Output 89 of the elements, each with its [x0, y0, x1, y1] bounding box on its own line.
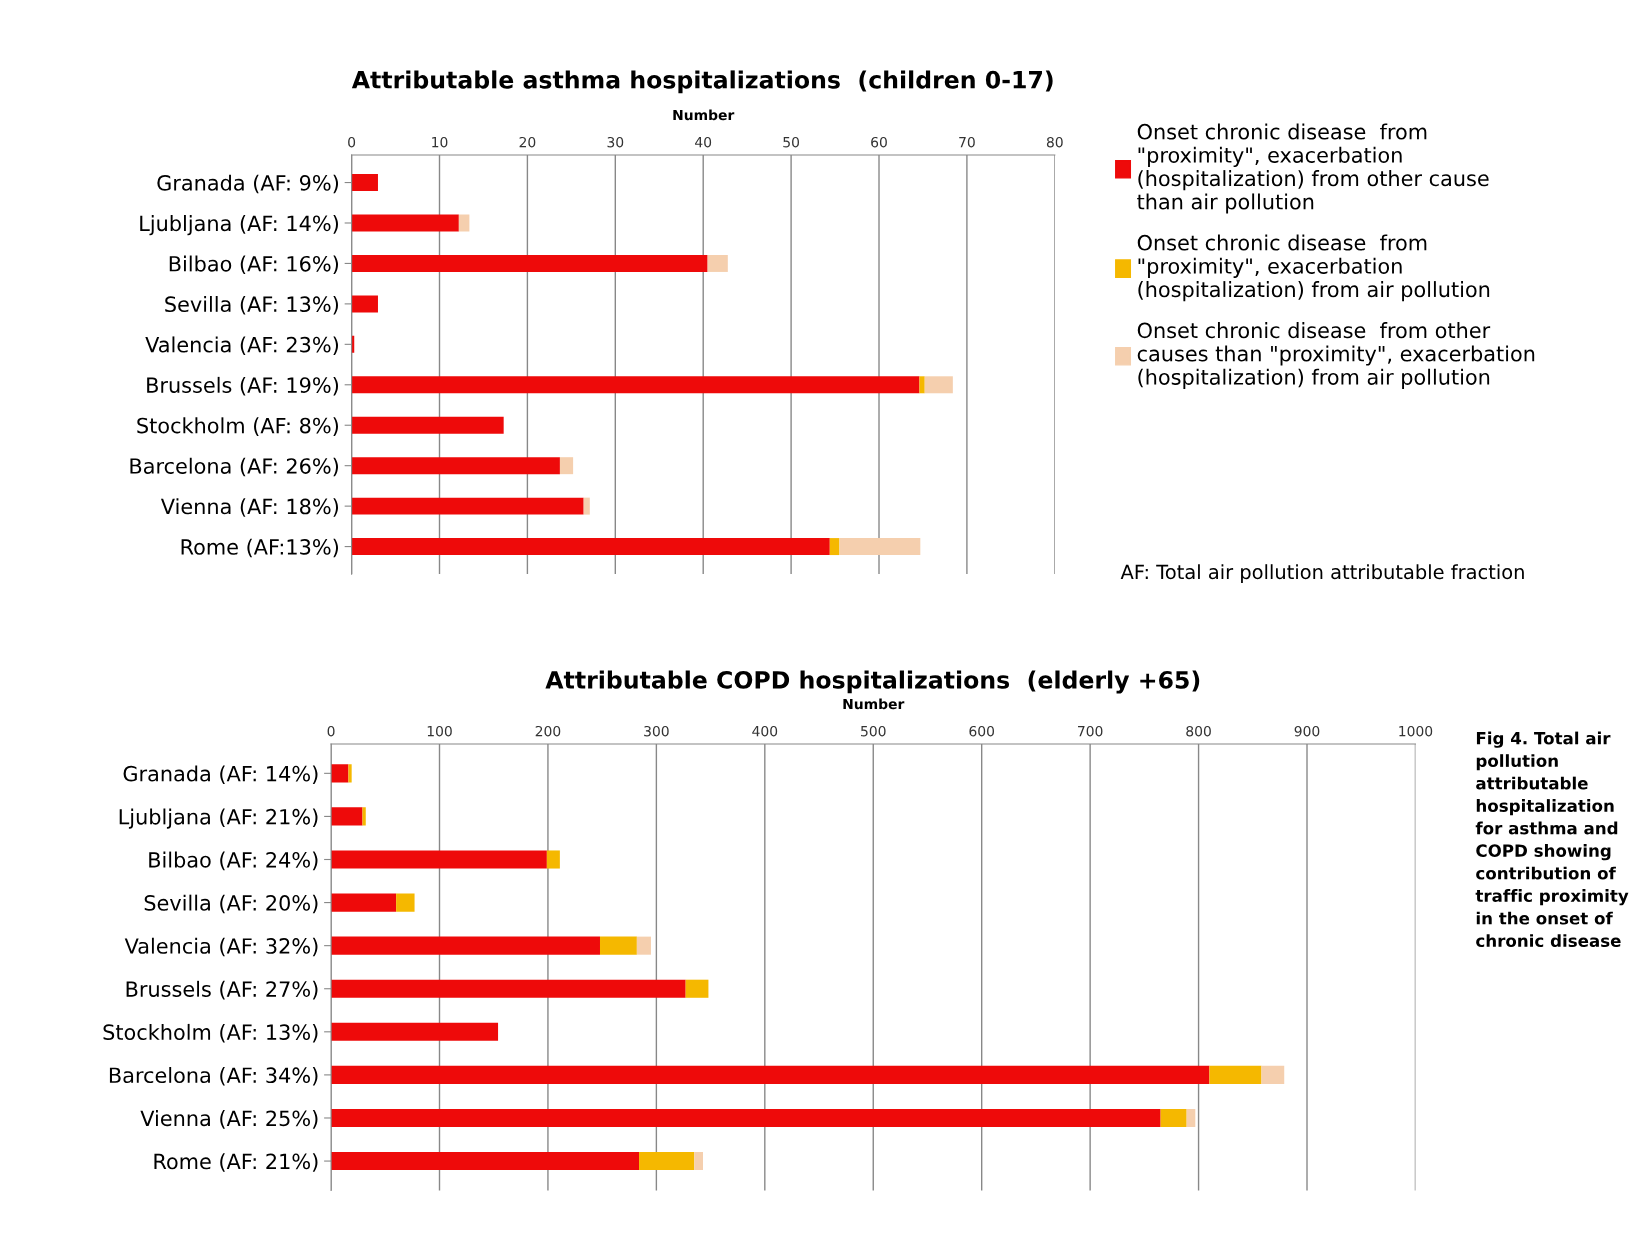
y-tick-label: Granada (AF: 9%): [157, 174, 339, 194]
y-tick-label: Valencia (AF: 32%): [124, 937, 318, 957]
chart-title: Attributable asthma hospitalizations (children 0-17): [351, 70, 1053, 94]
bar: [331, 764, 349, 783]
y-tick-label: Rome (AF: 21%): [154, 1153, 318, 1172]
y-tick-label: Brussels (AF: 27%): [126, 980, 318, 1000]
bar: [707, 254, 728, 272]
y-tick-label: Rome (AF:13%): [181, 538, 339, 558]
y-tick-label: Barcelona (AF: 34%): [109, 1066, 318, 1086]
legend-label: Onset chronic disease from "proximity", exacerbation (hospitalization) from other cause than air pollution: [1137, 123, 1489, 214]
bar: [685, 979, 709, 998]
x-tick-label: 70: [959, 136, 975, 148]
bar: [348, 764, 352, 783]
legend-label: Onset chronic disease from other causes than "proximity", exacerbation (hospitalization) from air pollution: [1137, 322, 1535, 389]
bar: [331, 893, 397, 912]
bar: [639, 1152, 695, 1171]
x-tick-label: 60: [871, 136, 887, 148]
x-tick-label: 80: [1046, 136, 1063, 148]
y-tick-label: Bilbao (AF: 16%): [169, 255, 339, 275]
x-axis-title: Number: [673, 109, 735, 121]
x-tick-label: 500: [861, 725, 886, 737]
y-tick-label: Vienna (AF: 18%): [160, 498, 339, 517]
bar: [1160, 1108, 1187, 1128]
bar: [351, 376, 920, 394]
text: Fig 4. Total air pollution attributable hospitalization for asthma and COPD showing contribution of traffic proximity in the onset of chronic disease: [1475, 731, 1629, 948]
x-tick-label: 100: [427, 725, 452, 737]
bar: [351, 174, 378, 192]
bar: [351, 457, 560, 475]
bar: [351, 295, 378, 313]
bar: [331, 1065, 1210, 1084]
bar: [351, 254, 708, 272]
chart-title: Attributable COPD hospitalizations (elderly +65): [545, 670, 1200, 694]
bar: [351, 497, 584, 515]
bar: [396, 893, 415, 912]
x-tick-label: 1000: [1399, 725, 1433, 737]
x-tick-label: 800: [1186, 725, 1211, 737]
y-tick-label: Ljubljana (AF: 14%): [140, 215, 339, 236]
bar: [331, 850, 547, 869]
x-tick-label: 0: [348, 136, 356, 148]
bar: [636, 936, 651, 955]
y-tick-label: Granada (AF: 14%): [123, 765, 318, 784]
bar: [829, 538, 840, 556]
bar: [924, 376, 953, 394]
y-tick-label: Sevilla (AF: 20%): [144, 894, 318, 914]
x-tick-label: 20: [519, 136, 536, 148]
x-tick-label: 700: [1078, 725, 1103, 737]
x-tick-label: 600: [969, 725, 995, 737]
bar: [1209, 1065, 1262, 1084]
y-tick-label: Stockholm (AF: 13%): [103, 1023, 318, 1043]
y-tick-label: Stockholm (AF: 8%): [137, 417, 339, 436]
bar: [458, 214, 470, 232]
bar: [559, 457, 574, 475]
bar: [351, 538, 830, 556]
bar: [351, 416, 504, 434]
x-tick-label: 30: [607, 136, 624, 148]
y-tick-label: Valencia (AF: 23%): [145, 336, 339, 355]
bar: [351, 214, 459, 232]
bar: [583, 497, 590, 515]
bar: [331, 1152, 640, 1171]
bar: [331, 807, 363, 826]
bar: [331, 1108, 1161, 1128]
x-axis-title: Number: [843, 698, 905, 710]
x-tick-label: 900: [1294, 725, 1320, 737]
legend-label: Onset chronic disease from "proximity", exacerbation (hospitalization) from air pollution: [1137, 234, 1490, 302]
bar: [919, 376, 925, 394]
bar: [546, 850, 560, 869]
bar: [1261, 1065, 1285, 1084]
bar: [331, 936, 600, 955]
y-tick-label: Vienna (AF: 25%): [140, 1110, 318, 1129]
x-tick-label: 50: [783, 136, 800, 148]
y-tick-label: Brussels (AF: 19%): [147, 376, 339, 396]
y-tick-label: Ljubljana (AF: 21%): [119, 808, 318, 829]
bar: [599, 936, 637, 955]
x-tick-label: 10: [432, 136, 448, 148]
x-tick-label: 400: [752, 725, 778, 737]
bar: [331, 979, 686, 998]
bar: [362, 807, 366, 826]
y-tick-label: Barcelona (AF: 26%): [130, 457, 339, 477]
text: AF: Total air pollution attributable fraction: [1120, 564, 1524, 584]
x-tick-label: 300: [644, 725, 669, 737]
bar: [694, 1152, 704, 1171]
bar: [331, 1022, 499, 1041]
bar: [1186, 1108, 1196, 1128]
x-tick-label: 40: [695, 136, 712, 148]
x-tick-label: 0: [327, 725, 335, 737]
bar: [839, 538, 921, 556]
y-tick-label: Sevilla (AF: 13%): [165, 295, 339, 315]
y-tick-label: Bilbao (AF: 24%): [149, 851, 318, 871]
x-tick-label: 200: [535, 725, 561, 737]
